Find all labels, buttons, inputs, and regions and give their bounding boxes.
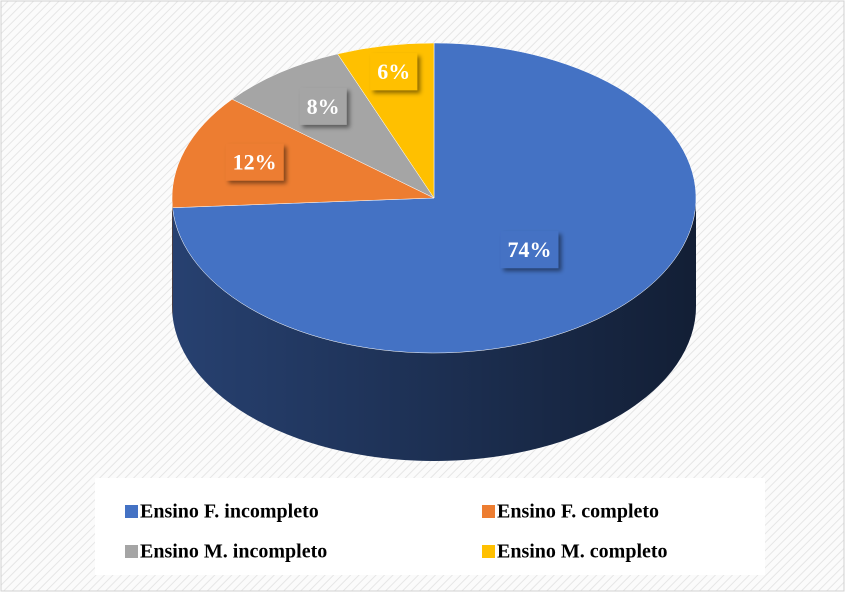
data-label: 6% bbox=[377, 59, 410, 84]
data-label-box bbox=[500, 231, 559, 269]
legend-box bbox=[95, 478, 765, 575]
legend-swatch bbox=[482, 505, 495, 518]
legend-swatch bbox=[125, 545, 138, 558]
legend-label: Ensino F. completo bbox=[497, 501, 659, 523]
data-label: 8% bbox=[307, 94, 340, 119]
data-label-box bbox=[225, 143, 284, 181]
legend-swatch bbox=[125, 505, 138, 518]
pie-side-shade bbox=[172, 198, 697, 462]
legend-label: Ensino M. completo bbox=[497, 541, 668, 563]
data-label: 74% bbox=[507, 237, 551, 262]
legend-swatch bbox=[482, 545, 495, 558]
data-label-box bbox=[370, 53, 418, 91]
legend-label: Ensino M. incompleto bbox=[140, 541, 327, 563]
pie-side-shade bbox=[172, 198, 173, 316]
pie-slice bbox=[171, 98, 435, 208]
data-label-box bbox=[299, 87, 347, 125]
legend-label: Ensino F. incompleto bbox=[140, 501, 319, 523]
pie-slice bbox=[231, 53, 435, 199]
data-label: 12% bbox=[233, 150, 277, 175]
